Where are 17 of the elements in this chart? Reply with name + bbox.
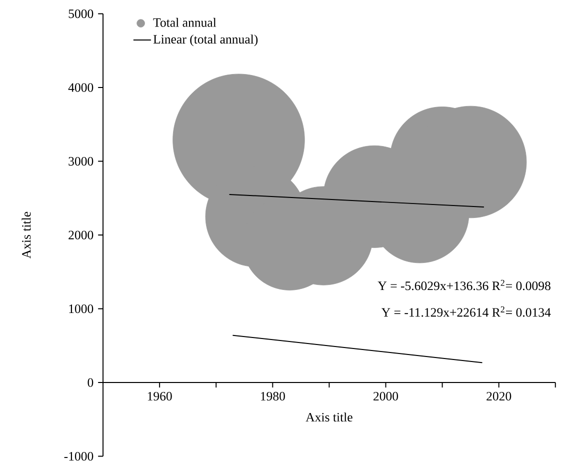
- y-tick-label: 4000: [68, 83, 94, 92]
- y-tick-label: 1000: [69, 304, 94, 314]
- x-tick-label: 2020: [486, 392, 512, 400]
- annotation: Y = -5.6029x+136.36 R$^{2}$= 0.0098: [378, 280, 550, 290]
- legend-label: Linear (total annual): [153, 34, 258, 46]
- annotation: Y = -11.129x+22614 R$^{2}$= 0.0134: [381, 306, 551, 317]
- y-tick-label: -1000: [64, 452, 94, 461]
- y-tick-label: 2000: [68, 230, 94, 240]
- x-tick-label: 2000: [374, 392, 398, 400]
- y-tick-label: 5000: [68, 9, 94, 18]
- y-tick-label: 0: [88, 378, 94, 387]
- x-tick-label: 1980: [260, 392, 285, 400]
- x-tick-label: 1960: [148, 392, 172, 400]
- legend-label: Total annual: [153, 18, 216, 27]
- y-tick-label: 3000: [68, 156, 94, 166]
- y-axis-title: Axis title: [22, 212, 31, 258]
- x-axis-title: Axis title: [306, 412, 352, 422]
